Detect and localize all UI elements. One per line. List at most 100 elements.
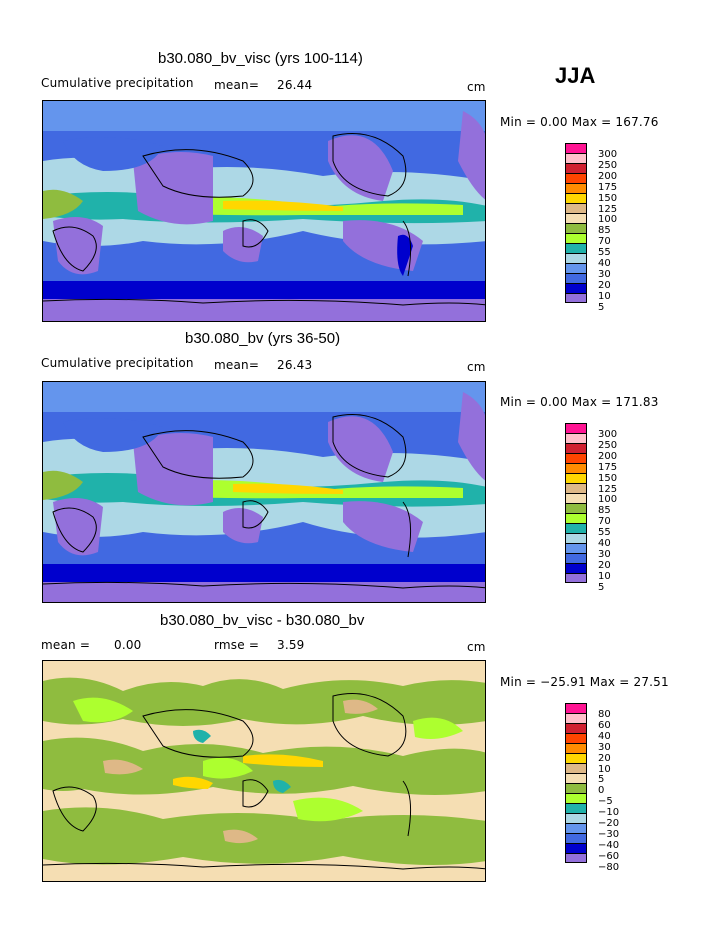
colorbar-tick: 250 xyxy=(598,439,618,451)
panel3-colorbar-swatch xyxy=(565,833,587,843)
panel2-colorbar-swatch xyxy=(565,533,587,543)
colorbar-tick: 100 xyxy=(598,214,618,226)
panel2-mean-label: mean= xyxy=(214,358,260,372)
panel1-colorbar-swatch xyxy=(565,143,587,153)
colorbar-tick: 20 xyxy=(598,752,611,764)
colorbar-tick: 30 xyxy=(598,268,611,280)
panel1-colorbar-swatch xyxy=(565,193,587,203)
panel1-colorbar-swatch xyxy=(565,283,587,293)
panel1-colorbar-swatch xyxy=(565,183,587,193)
colorbar-tick: 60 xyxy=(598,719,611,731)
colorbar-tick: −60 xyxy=(598,850,620,862)
colorbar-tick: 20 xyxy=(598,559,611,571)
colorbar-tick: 175 xyxy=(598,461,618,473)
colorbar-tick: 55 xyxy=(598,527,611,539)
colorbar-tick: 85 xyxy=(598,505,611,517)
panel1-colorbar-swatch xyxy=(565,163,587,173)
panel3-colorbar-swatch xyxy=(565,723,587,733)
colorbar-tick: 300 xyxy=(598,149,618,160)
colorbar-tick: −10 xyxy=(598,807,620,819)
panel1-colorbar-swatch xyxy=(565,203,587,213)
panel1-colorbar-swatch xyxy=(565,153,587,163)
panel3-colorbar-swatch xyxy=(565,843,587,853)
panel1-units: cm xyxy=(467,80,486,94)
panel1-colorbar-swatch xyxy=(565,173,587,183)
panel3-colorbar-swatch xyxy=(565,743,587,753)
colorbar-tick: −20 xyxy=(598,818,620,830)
colorbar-tick: 10 xyxy=(598,763,611,775)
colorbar-tick: 70 xyxy=(598,236,611,248)
colorbar-tick: 30 xyxy=(598,548,611,560)
panel2-title: b30.080_bv (yrs 36-50) xyxy=(185,330,341,347)
colorbar-tick: 125 xyxy=(598,483,618,495)
panel3-colorbar-swatch xyxy=(565,813,587,823)
colorbar-tick: 125 xyxy=(598,203,618,215)
panel2-map-field xyxy=(43,382,485,602)
panel2-colorbar-swatch xyxy=(565,493,587,503)
panel3-rmse-label: rmse = xyxy=(214,638,260,652)
panel2-colorbar-swatch xyxy=(565,523,587,533)
colorbar-tick: 0 xyxy=(598,785,605,797)
colorbar-tick: 200 xyxy=(598,170,618,182)
colorbar-tick: −30 xyxy=(598,828,620,840)
colorbar-tick: 5 xyxy=(598,581,605,593)
panel2-colorbar-swatch xyxy=(565,573,587,583)
colorbar-tick: 250 xyxy=(598,159,618,171)
colorbar-tick: 55 xyxy=(598,247,611,259)
season-label: JJA xyxy=(555,63,596,88)
panel3-map xyxy=(42,660,486,882)
colorbar-tick: 5 xyxy=(598,774,605,786)
panel2-colorbar-swatch xyxy=(565,473,587,483)
panel1-colorbar xyxy=(565,143,587,303)
colorbar-tick: 10 xyxy=(598,570,611,582)
panel2-colorbar-swatch xyxy=(565,453,587,463)
panel1-colorbar-swatch xyxy=(565,223,587,233)
panel3-colorbar-swatch xyxy=(565,763,587,773)
colorbar-tick: 150 xyxy=(598,472,618,484)
panel2-colorbar xyxy=(565,423,587,583)
panel3-colorbar-swatch xyxy=(565,733,587,743)
panel2-colorbar-ticks: 300 250 200 175 150 125 100 85 70 55 40 … xyxy=(598,429,638,594)
colorbar-tick: 20 xyxy=(598,279,611,291)
panel3-colorbar-swatch xyxy=(565,703,587,713)
panel3-minmax: Min = −25.91 Max = 27.51 xyxy=(500,675,669,689)
panel1-colorbar-swatch xyxy=(565,253,587,263)
panel3-map-field xyxy=(43,677,485,870)
panel3-rmse-value: 3.59 xyxy=(277,638,305,652)
panel2-colorbar-swatch xyxy=(565,503,587,513)
panel1-colorbar-swatch xyxy=(565,293,587,303)
colorbar-tick: 200 xyxy=(598,450,618,462)
colorbar-tick: 30 xyxy=(598,741,611,753)
panel2-colorbar-swatch xyxy=(565,443,587,453)
panel3-colorbar-swatch xyxy=(565,773,587,783)
panel1-map-field xyxy=(43,101,485,321)
panel3-colorbar-swatch xyxy=(565,853,587,863)
panel2-map xyxy=(42,381,486,603)
panel1-mean-label: mean= xyxy=(214,78,260,92)
colorbar-tick: −40 xyxy=(598,839,620,851)
panel2-colorbar-swatch xyxy=(565,433,587,443)
panel3-mean-label: mean = xyxy=(41,638,91,652)
panel1-colorbar-ticks: 300 250 200 175 150 125 100 85 70 55 40 … xyxy=(598,149,638,314)
panel3-colorbar-ticks: 80 60 40 30 20 10 5 0 −5 −10 −20 −30 −40… xyxy=(598,709,638,874)
colorbar-tick: 40 xyxy=(598,258,611,270)
panel3-title: b30.080_bv_visc - b30.080_bv xyxy=(160,612,365,629)
colorbar-tick: 85 xyxy=(598,225,611,237)
panel1-colorbar-swatch xyxy=(565,233,587,243)
panel1-map xyxy=(42,100,486,322)
colorbar-tick: 175 xyxy=(598,181,618,193)
panel2-colorbar-swatch xyxy=(565,563,587,573)
panel3-colorbar xyxy=(565,703,587,863)
panel1-subtitle: Cumulative precipitation xyxy=(41,76,194,90)
panel2-subtitle: Cumulative precipitation xyxy=(41,356,194,370)
panel1-minmax: Min = 0.00 Max = 167.76 xyxy=(500,115,659,129)
panel3-mean-value: 0.00 xyxy=(114,638,142,652)
colorbar-tick: 10 xyxy=(598,290,611,302)
panel2-colorbar-swatch xyxy=(565,483,587,493)
panel2-minmax: Min = 0.00 Max = 171.83 xyxy=(500,395,659,409)
colorbar-tick: −80 xyxy=(598,861,620,873)
panel2-colorbar-swatch xyxy=(565,543,587,553)
panel2-units: cm xyxy=(467,360,486,374)
panel1-colorbar-swatch xyxy=(565,263,587,273)
colorbar-tick: 40 xyxy=(598,538,611,550)
